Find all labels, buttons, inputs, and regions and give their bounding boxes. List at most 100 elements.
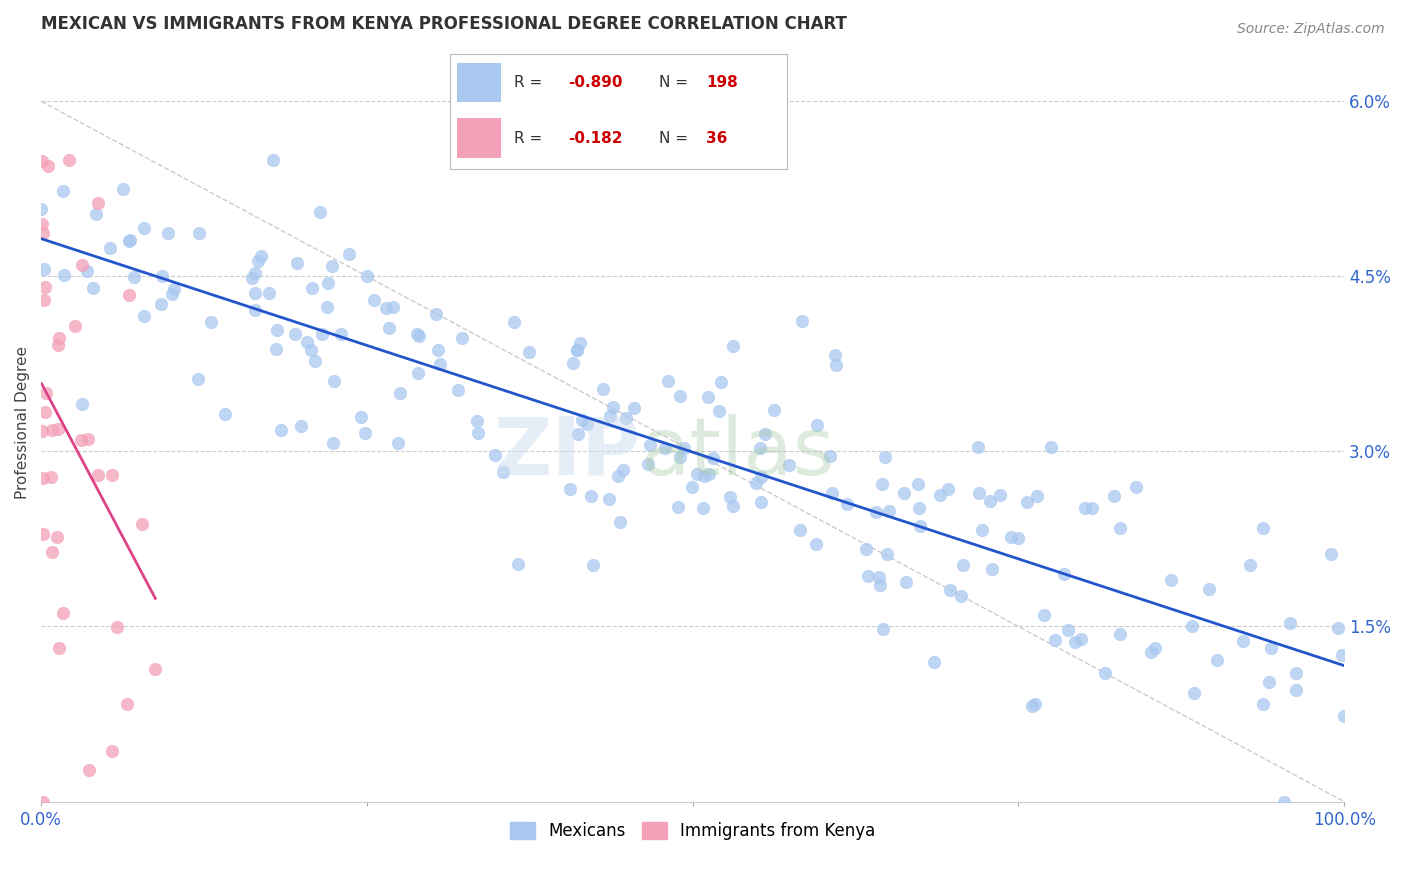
Point [929, 488, 952, 502]
Point [250, 249, 273, 263]
Point [354, 426, 377, 441]
Point [599, 409, 621, 424]
Point [1045, 633, 1067, 648]
Point [52, 268, 75, 283]
Point [666, 500, 689, 515]
Point [247, 254, 270, 268]
Point [623, 401, 645, 415]
Point [872, 476, 894, 491]
Point [710, 375, 733, 389]
Point [63, 319, 86, 334]
Point [966, 440, 988, 454]
Point [1182, 686, 1205, 700]
Point [602, 400, 624, 414]
Point [69, 434, 91, 448]
Point [115, 698, 138, 712]
Point [266, 323, 288, 337]
Point [723, 339, 745, 353]
Point [321, 259, 343, 273]
Point [214, 407, 236, 421]
Point [374, 301, 396, 315]
Point [31, 424, 53, 438]
Point [132, 221, 155, 235]
Point [877, 503, 900, 517]
Point [592, 382, 614, 396]
Point [70, 258, 93, 272]
Point [1333, 709, 1355, 723]
Point [744, 475, 766, 490]
Point [101, 743, 124, 757]
Point [406, 327, 429, 342]
Point [686, 467, 709, 481]
Point [1160, 574, 1182, 588]
Text: N =: N = [659, 130, 688, 145]
Point [82, 281, 104, 295]
Point [41, 423, 63, 437]
Y-axis label: Professional Degree: Professional Degree [15, 346, 30, 499]
Point [673, 441, 696, 455]
Point [316, 300, 339, 314]
Point [856, 569, 879, 583]
Point [1284, 683, 1306, 698]
Point [406, 366, 429, 380]
Text: R =: R = [515, 130, 543, 145]
Point [681, 480, 703, 494]
Point [76, 432, 98, 446]
Point [150, 269, 173, 284]
Point [579, 489, 602, 503]
Point [865, 505, 887, 519]
Point [322, 435, 344, 450]
Point [242, 270, 264, 285]
Point [111, 182, 134, 196]
Point [309, 205, 332, 219]
Point [718, 490, 741, 504]
Point [835, 497, 858, 511]
Point [105, 620, 128, 634]
Point [243, 266, 266, 280]
Point [1144, 640, 1167, 655]
Point [30, 202, 52, 217]
Point [702, 450, 724, 465]
Point [187, 372, 209, 386]
Point [1320, 547, 1343, 561]
Point [1272, 795, 1295, 809]
Point [697, 467, 720, 482]
Point [855, 541, 877, 556]
Point [156, 226, 179, 240]
Point [609, 516, 631, 530]
Point [896, 574, 918, 589]
Point [571, 413, 593, 427]
Text: -0.182: -0.182 [568, 130, 623, 145]
Point [77, 763, 100, 777]
Point [1232, 634, 1254, 648]
Point [567, 343, 589, 358]
Point [378, 321, 401, 335]
Point [32, 795, 55, 809]
Text: -0.890: -0.890 [568, 75, 623, 90]
Point [52, 606, 75, 620]
Point [163, 282, 186, 296]
Point [1104, 489, 1126, 503]
Point [34, 293, 56, 307]
Point [789, 523, 811, 537]
Point [1253, 697, 1275, 711]
Bar [457, 62, 501, 103]
Point [100, 242, 122, 256]
Point [408, 328, 430, 343]
Point [560, 483, 582, 497]
Point [492, 466, 515, 480]
Point [561, 356, 583, 370]
Point [967, 486, 990, 500]
Point [45, 530, 67, 544]
Point [873, 450, 896, 464]
Point [952, 558, 974, 572]
Point [972, 523, 994, 537]
Point [1125, 480, 1147, 494]
Point [1021, 698, 1043, 713]
Point [34, 405, 56, 419]
Text: MEXICAN VS IMMIGRANTS FROM KENYA PROFESSIONAL DEGREE CORRELATION CHART: MEXICAN VS IMMIGRANTS FROM KENYA PROFESS… [41, 15, 846, 33]
Point [1070, 632, 1092, 646]
Point [868, 570, 890, 584]
Point [299, 343, 322, 357]
Point [1063, 634, 1085, 648]
